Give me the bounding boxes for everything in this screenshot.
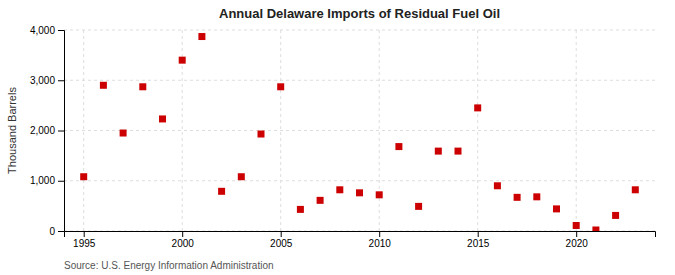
grid-line [64, 130, 655, 131]
tick: 2,000 [30, 125, 64, 136]
y-axis-title: Thousand Barrels [6, 87, 18, 174]
grid-line [64, 80, 655, 81]
tick-label: 0 [49, 226, 55, 237]
point [553, 205, 560, 212]
grid-line [576, 30, 577, 231]
tick-mark [58, 181, 64, 182]
point [218, 188, 225, 195]
tick-mark [478, 231, 479, 237]
tick-mark [576, 231, 577, 237]
point [632, 186, 639, 193]
tick-label: 2020 [566, 238, 589, 249]
point [238, 173, 245, 180]
point [376, 191, 383, 198]
tick: 1995 [73, 231, 96, 249]
point [415, 203, 422, 210]
tick-mark [281, 231, 282, 237]
point [139, 83, 146, 90]
point [474, 104, 481, 111]
tick-label: 2005 [270, 238, 293, 249]
tick-mark [379, 231, 380, 237]
point [120, 130, 127, 137]
plot-area: 1995 2000 2005 2010 2015 2020 0 1,000 2,000 3,000… [30, 25, 656, 249]
title: Annual Delaware Imports of Residual Fuel… [219, 6, 500, 21]
point [612, 212, 619, 219]
annotation: Source: U.S. Energy Information Administ… [64, 260, 274, 271]
tick-mark [182, 231, 183, 237]
point [80, 173, 87, 180]
axis-line [65, 232, 656, 238]
point [100, 82, 107, 89]
tick: 2020 [566, 231, 589, 249]
grid-line [280, 30, 281, 231]
tick-label: 2,000 [30, 125, 55, 136]
tick: 2005 [270, 231, 293, 249]
grid-line [83, 30, 84, 231]
grid [64, 30, 655, 231]
tick-mark [58, 80, 64, 81]
tick-label: 2015 [467, 238, 490, 249]
point [297, 206, 304, 213]
tick: 4,000 [30, 25, 64, 36]
tick-label: 4,000 [30, 25, 55, 36]
grid-line [477, 30, 478, 231]
tick-mark [58, 131, 64, 132]
chart: 1995 2000 2005 2010 2015 2020 0 1,000 2,000 3,000… [0, 0, 675, 275]
point [573, 222, 580, 229]
tick: 0 [49, 226, 64, 237]
point [514, 194, 521, 201]
point [179, 57, 186, 64]
point [356, 189, 363, 196]
axis-line [58, 31, 65, 232]
tick-mark [58, 30, 64, 31]
points [80, 33, 639, 231]
point [336, 186, 343, 193]
point [435, 148, 442, 155]
tick-label: 3,000 [30, 75, 55, 86]
tick-label: 2010 [369, 238, 392, 249]
point [455, 148, 462, 155]
point [592, 226, 599, 231]
point [395, 143, 402, 150]
point [258, 131, 265, 138]
tick-mark [84, 231, 85, 237]
tick-label: 2000 [172, 238, 195, 249]
tick: 2000 [172, 231, 195, 249]
grid-line [379, 30, 380, 231]
point [159, 115, 166, 122]
x-axis: 1995 2000 2005 2010 2015 2020 [65, 231, 656, 249]
point [277, 83, 284, 90]
point [533, 193, 540, 200]
point [494, 182, 501, 189]
point [198, 33, 205, 40]
tick: 1,000 [30, 175, 64, 186]
tick-label: 1,000 [30, 175, 55, 186]
tick-label: 1995 [73, 238, 96, 249]
point [317, 197, 324, 204]
y-axis: 0 1,000 2,000 3,000 4,000 [30, 25, 65, 237]
grid-line [64, 180, 655, 181]
tick: 3,000 [30, 75, 64, 86]
tick-mark [58, 231, 64, 232]
grid-line [64, 30, 655, 31]
tick: 2015 [467, 231, 490, 249]
tick: 2010 [369, 231, 392, 249]
